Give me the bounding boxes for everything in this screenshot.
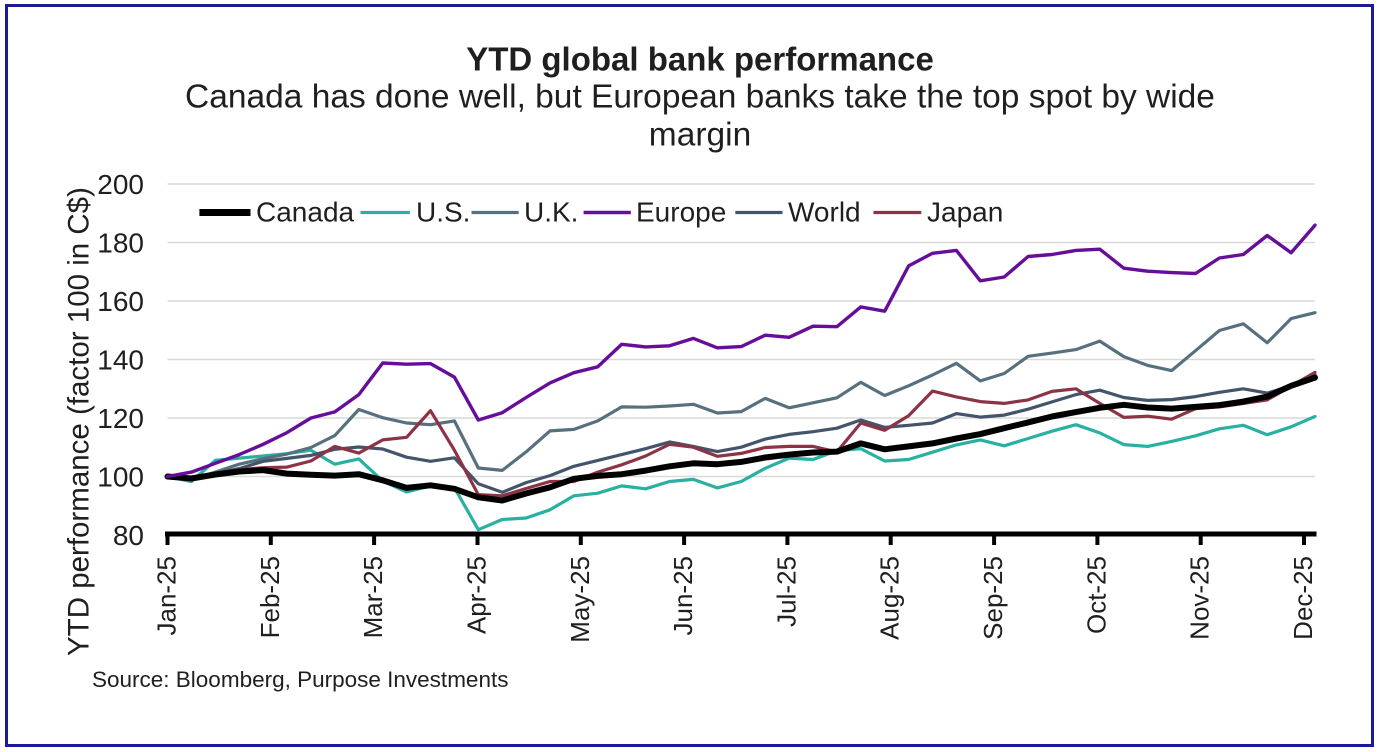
svg-text:Canada: Canada [256, 197, 355, 228]
svg-text:Mar-25: Mar-25 [358, 556, 388, 638]
svg-text:100: 100 [97, 462, 144, 493]
svg-text:Nov-25: Nov-25 [1185, 556, 1215, 640]
svg-text:Source: Bloomberg, Purpose Inv: Source: Bloomberg, Purpose Investments [92, 667, 508, 692]
svg-text:80: 80 [113, 520, 144, 551]
svg-text:120: 120 [97, 403, 144, 434]
svg-text:Japan: Japan [927, 197, 1003, 228]
svg-text:Feb-25: Feb-25 [255, 556, 285, 638]
svg-text:Dec-25: Dec-25 [1288, 556, 1318, 640]
svg-text:May-25: May-25 [565, 556, 595, 643]
svg-text:World: World [788, 197, 861, 228]
svg-text:U.K.: U.K. [524, 197, 578, 228]
svg-text:Canada has done well, but Euro: Canada has done well, but European banks… [185, 79, 1215, 116]
svg-text:140: 140 [97, 345, 144, 376]
svg-text:Jun-25: Jun-25 [668, 556, 698, 636]
svg-text:Apr-25: Apr-25 [462, 556, 492, 634]
svg-text:Jan-25: Jan-25 [152, 556, 182, 636]
svg-text:Sep-25: Sep-25 [978, 556, 1008, 640]
svg-text:YTD performance (factor 100 in: YTD performance (factor 100 in C$) [63, 187, 96, 656]
svg-text:YTD global bank performance: YTD global bank performance [466, 41, 934, 78]
svg-text:200: 200 [97, 169, 144, 200]
svg-text:160: 160 [97, 286, 144, 317]
svg-text:margin: margin [649, 117, 751, 154]
svg-text:U.S.: U.S. [416, 197, 470, 228]
svg-text:Jul-25: Jul-25 [771, 556, 801, 627]
svg-text:Oct-25: Oct-25 [1081, 556, 1111, 634]
svg-text:Aug-25: Aug-25 [875, 556, 905, 640]
svg-text:Europe: Europe [636, 197, 726, 228]
svg-text:180: 180 [97, 228, 144, 259]
